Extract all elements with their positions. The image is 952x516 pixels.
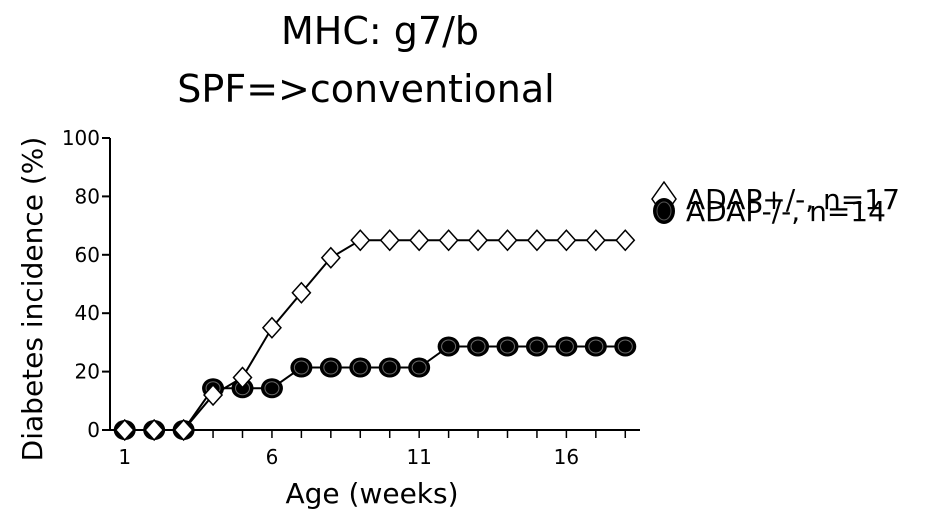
data-point-diamond bbox=[203, 383, 224, 407]
y-tick-label: 40 bbox=[75, 301, 100, 325]
data-point-circle-ring bbox=[500, 339, 515, 354]
data-point-diamond bbox=[173, 418, 194, 442]
data-point-diamond bbox=[409, 229, 430, 252]
data-point-circle bbox=[349, 357, 372, 378]
data-point-diamond bbox=[232, 366, 253, 389]
data-point-diamond bbox=[438, 229, 459, 252]
data-point-diamond bbox=[350, 229, 371, 252]
filled-circle-icon bbox=[653, 198, 675, 224]
x-tick-label: 6 bbox=[266, 445, 279, 469]
data-point-circle-ring bbox=[529, 339, 545, 354]
data-point-circle-ring bbox=[382, 360, 398, 375]
data-point-diamond bbox=[526, 229, 547, 252]
data-point-diamond bbox=[615, 229, 636, 252]
data-point-diamond bbox=[144, 418, 165, 442]
data-point-circle bbox=[378, 357, 401, 378]
data-point-diamond bbox=[468, 229, 489, 252]
legend-item-adap-ko: ADAP-/-, n=14 bbox=[653, 195, 886, 228]
data-point-diamond bbox=[585, 229, 606, 252]
chart-title: MHC: g7/b bbox=[281, 9, 479, 53]
y-tick-label: 100 bbox=[62, 126, 100, 150]
chart-subtitle: SPF=>conventional bbox=[177, 67, 554, 111]
data-point-diamond bbox=[497, 229, 518, 252]
legend-label: ADAP+/-, n=17 bbox=[686, 183, 900, 216]
x-tick-label: 11 bbox=[406, 445, 431, 469]
y-tick-label: 20 bbox=[75, 360, 100, 384]
data-point-circle bbox=[467, 336, 490, 357]
data-point-circle bbox=[408, 357, 431, 378]
data-point-circle-ring bbox=[470, 339, 486, 354]
y-tick-label: 0 bbox=[87, 418, 100, 442]
data-point-diamond bbox=[379, 229, 400, 252]
y-tick-label: 80 bbox=[75, 184, 100, 208]
data-point-circle-ring bbox=[411, 360, 427, 375]
series-lines bbox=[124, 239, 626, 431]
data-point-circle-ring bbox=[617, 339, 633, 354]
x-tick-label: 1 bbox=[118, 445, 131, 469]
series-line bbox=[124, 345, 626, 431]
series-line bbox=[124, 239, 626, 431]
series-markers bbox=[113, 229, 637, 442]
data-point-diamond bbox=[114, 418, 135, 442]
data-point-diamond bbox=[320, 246, 341, 269]
data-point-circle bbox=[319, 357, 342, 378]
filled-circle-icon-ring bbox=[656, 201, 672, 221]
data-point-circle bbox=[584, 336, 607, 357]
x-axis-label: Age (weeks) bbox=[285, 477, 458, 510]
legend-item-adap-het: ADAP+/-, n=17 bbox=[651, 180, 900, 218]
data-point-circle-ring bbox=[323, 360, 339, 375]
data-point-circle-ring bbox=[264, 381, 280, 396]
data-point-diamond bbox=[261, 316, 282, 339]
legend: ADAP+/-, n=17 ADAP-/-, n=14 bbox=[651, 180, 900, 228]
data-point-circle bbox=[614, 336, 637, 357]
y-axis-label: Diabetes incidence (%) bbox=[16, 137, 49, 462]
data-point-circle-ring bbox=[293, 360, 309, 375]
data-point-diamond bbox=[291, 281, 312, 304]
y-tick-label: 60 bbox=[75, 243, 100, 267]
data-point-circle bbox=[290, 357, 313, 378]
data-point-circle bbox=[260, 378, 283, 399]
data-point-circle-ring bbox=[558, 339, 574, 354]
data-point-diamond bbox=[556, 229, 577, 252]
legend-label: ADAP-/-, n=14 bbox=[686, 195, 886, 228]
data-point-circle bbox=[496, 336, 519, 357]
x-tick-label: 16 bbox=[554, 445, 579, 469]
data-point-circle bbox=[525, 336, 548, 357]
data-point-circle-ring bbox=[441, 339, 457, 354]
data-point-circle-ring bbox=[352, 360, 368, 375]
data-point-circle-ring bbox=[588, 339, 604, 354]
data-point-circle bbox=[437, 336, 460, 357]
data-point-circle bbox=[555, 336, 578, 357]
